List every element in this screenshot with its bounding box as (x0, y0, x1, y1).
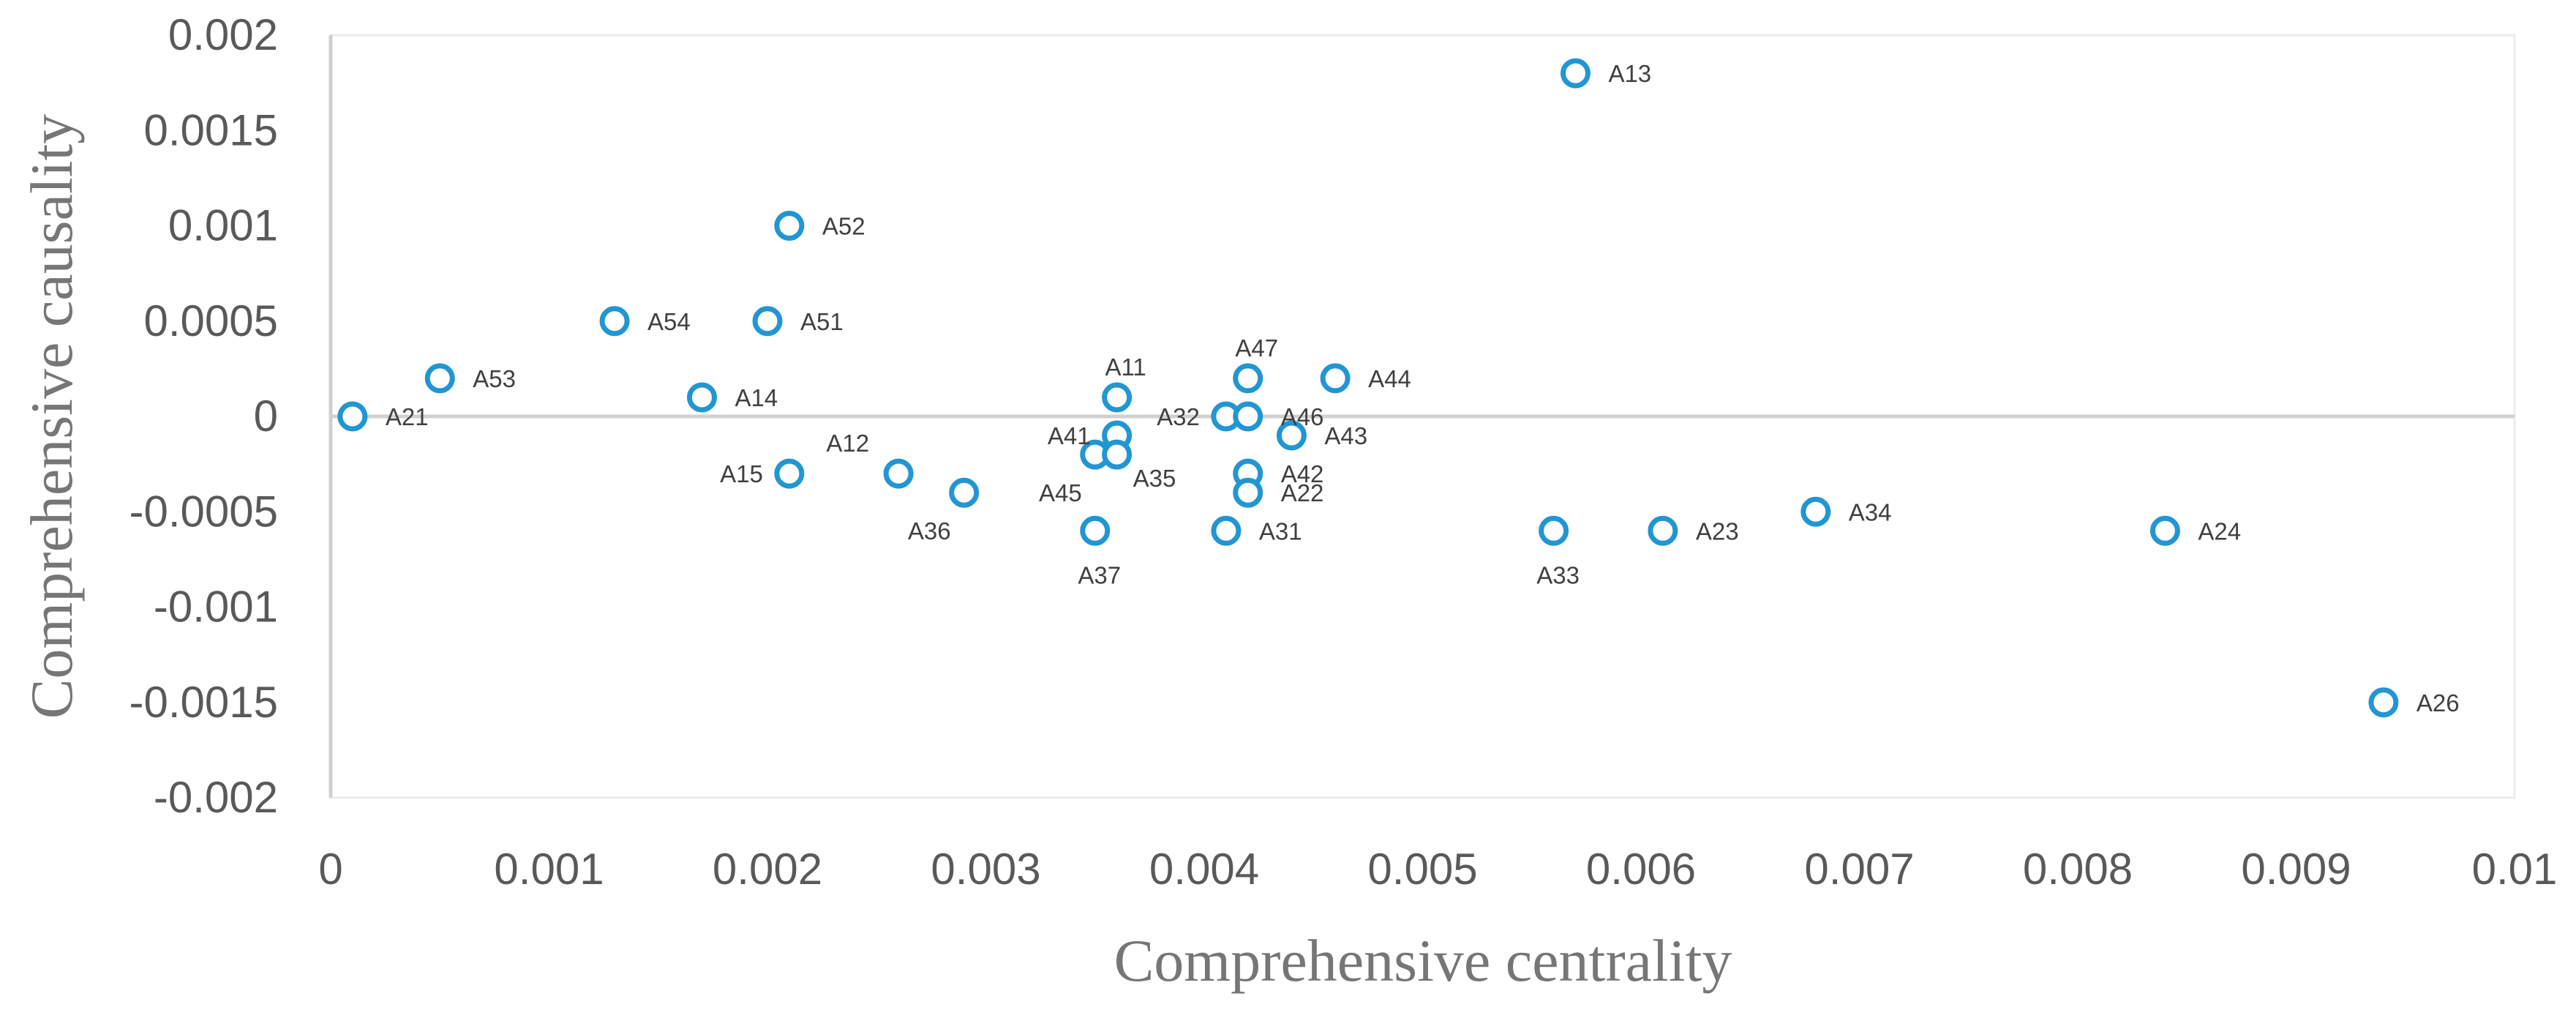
y-tick-label: 0.001 (168, 201, 278, 250)
data-point-marker (1276, 420, 1307, 451)
y-tick-label: 0 (254, 392, 278, 441)
data-point-label: A46 (1281, 403, 1324, 430)
x-tick-label: 0.003 (931, 845, 1040, 894)
data-point-label: A45 (1039, 479, 1082, 506)
data-point-marker (1539, 515, 1569, 546)
x-tick-label: 0.001 (494, 845, 604, 894)
data-point-label: A47 (1235, 334, 1278, 362)
data-point-marker (1560, 58, 1591, 89)
y-tick-label: -0.002 (154, 773, 278, 822)
data-points (337, 58, 2399, 718)
data-point-marker (1648, 515, 1678, 546)
data-point-marker (1320, 363, 1351, 394)
data-point-label: A34 (1849, 498, 1892, 525)
data-point-label: A35 (1133, 465, 1176, 492)
data-point-label: A11 (1105, 353, 1146, 381)
data-point-label: A32 (1157, 403, 1200, 430)
data-point-marker (1102, 439, 1133, 470)
data-point-label: A26 (2417, 689, 2460, 716)
data-point-label: A12 (826, 430, 869, 457)
x-tick-label: 0.005 (1367, 845, 1477, 894)
x-axis-title: Comprehensive centrality (1114, 927, 1732, 994)
data-point-label: A52 (822, 213, 865, 240)
data-point-label: A22 (1281, 479, 1324, 506)
x-tick-label: 0.002 (713, 845, 822, 894)
data-point-marker (599, 306, 630, 337)
data-point-marker (752, 306, 783, 337)
data-point-marker (1233, 363, 1263, 394)
y-tick-label: 0.002 (168, 10, 278, 59)
data-point-label: A44 (1368, 365, 1411, 392)
data-point-marker (774, 458, 805, 489)
data-point-label: A15 (720, 460, 763, 487)
data-point-marker (1211, 515, 1242, 546)
data-point-marker (337, 401, 368, 432)
data-point-label: A53 (473, 365, 516, 392)
data-point-marker (949, 477, 980, 508)
data-point-label: A54 (647, 308, 691, 335)
data-point-label: A37 (1078, 561, 1121, 588)
x-tick-label: 0.009 (2241, 845, 2351, 894)
x-tick-label: 0.004 (1149, 845, 1259, 894)
data-point-label: A33 (1536, 561, 1580, 588)
data-point-label: A24 (2198, 517, 2241, 544)
x-tick-label: 0.01 (2472, 845, 2558, 894)
data-point-marker (883, 458, 914, 489)
x-tick-label: 0.007 (1804, 845, 1914, 894)
x-tick-label: 0 (318, 845, 342, 894)
data-point-label: A31 (1259, 517, 1302, 544)
data-point-label: A51 (800, 308, 844, 335)
data-point-marker (1800, 496, 1831, 527)
data-point-marker (1233, 401, 1263, 432)
data-point-label: A14 (735, 384, 778, 411)
data-point-marker (2368, 687, 2399, 718)
data-point-marker (686, 382, 717, 413)
data-point-label: A23 (1696, 517, 1739, 544)
data-point-label: A43 (1324, 422, 1367, 449)
y-tick-label: 0.0005 (143, 296, 278, 345)
y-tick-label: 0.0015 (143, 105, 278, 154)
y-tick-label: -0.0015 (129, 678, 279, 727)
y-axis-title: Comprehensive causality (18, 114, 85, 719)
data-point-label: A21 (386, 403, 429, 430)
y-tick-label: -0.001 (154, 583, 278, 632)
x-tick-label: 0.006 (1586, 845, 1696, 894)
data-point-label: A41 (1048, 422, 1091, 449)
data-point-label: A13 (1608, 60, 1651, 87)
data-point-marker (1102, 382, 1133, 413)
data-point-marker (1080, 515, 1111, 546)
data-point-marker (424, 363, 455, 394)
data-point-label: A36 (908, 517, 951, 544)
x-axis-ticks: 0 0.001 0.002 0.003 0.004 0.005 0.006 0.007 0.00… (318, 845, 2557, 894)
y-axis-ticks: 0.002 0.0015 0.001 0.0005 0 -0.0005 -0.001 -0.0… (129, 10, 279, 822)
x-tick-label: 0.008 (2023, 845, 2133, 894)
data-point-marker (2149, 515, 2180, 546)
data-point-marker (1233, 477, 1263, 508)
data-point-marker (774, 211, 805, 241)
data-point-label: A42 (1281, 460, 1324, 487)
y-tick-label: -0.0005 (129, 487, 279, 536)
